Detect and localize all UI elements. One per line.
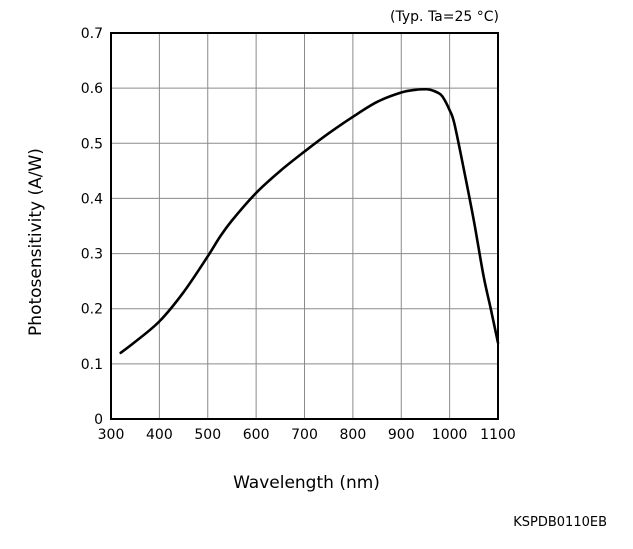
x-tick-label: 800 (340, 427, 367, 443)
series-group (119, 87, 500, 355)
x-tick-label: 700 (291, 427, 318, 443)
document-code: KSPDB0110EB (513, 515, 607, 530)
y-tick-label: 0.4 (81, 191, 103, 207)
x-tick-label: 300 (98, 427, 125, 443)
x-tick-label: 1000 (432, 427, 468, 443)
x-tick-label: 500 (194, 427, 221, 443)
y-tick-label: 0 (94, 412, 103, 428)
x-tick-label: 600 (243, 427, 270, 443)
y-tick-label: 0.2 (81, 302, 103, 318)
measurement-condition: (Typ. Ta=25 °C) (390, 9, 499, 25)
x-tick-label: 900 (388, 427, 415, 443)
x-tick-label: 400 (146, 427, 173, 443)
y-tick-label: 0.6 (81, 81, 103, 97)
axis-ticks: 300 400 500 600 700 800 900 1000 1100 0 0.1 0.2 0.3 0… (81, 26, 516, 443)
plot-frame (110, 32, 499, 420)
photosensitivity-curve (119, 87, 500, 355)
y-axis-label: Photosensitivity (A/W) (26, 148, 46, 336)
y-tick-label: 0.7 (81, 26, 103, 42)
x-tick-label: 1100 (480, 427, 516, 443)
y-tick-label: 0.1 (81, 357, 103, 373)
x-axis-label: Wavelength (nm) (233, 473, 380, 493)
y-tick-label: 0.3 (81, 247, 103, 263)
grid-lines (110, 32, 499, 420)
y-tick-label: 0.5 (81, 136, 103, 152)
